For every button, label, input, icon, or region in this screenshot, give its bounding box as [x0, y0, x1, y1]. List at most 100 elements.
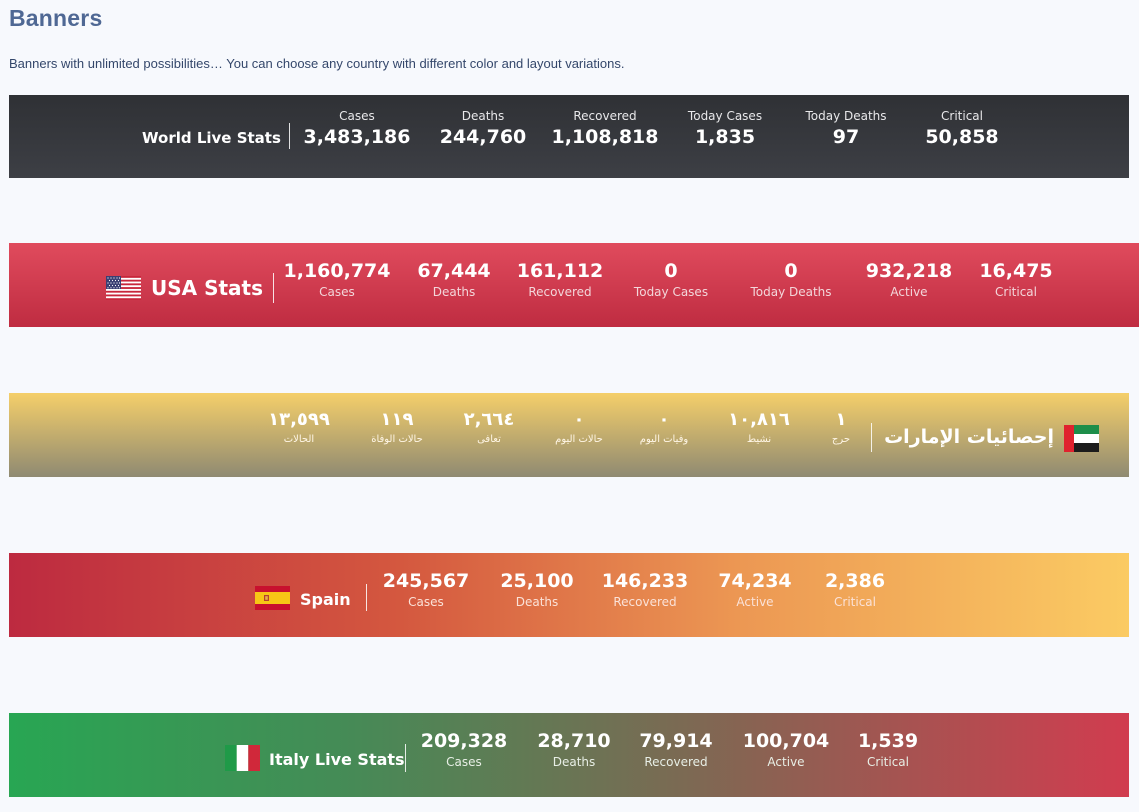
world-banner-title: World Live Stats: [142, 129, 281, 147]
stat-value: 0: [664, 260, 678, 282]
stat-label: Cases: [319, 285, 355, 299]
world-stat-recovered: Recovered 1,108,818: [552, 95, 659, 148]
stat-value: 97: [832, 126, 860, 148]
spain-stat-active: 74,234 Active: [718, 553, 791, 609]
stat-label: Today Deaths: [805, 109, 887, 123]
italy-stat-cases: 209,328 Cases: [421, 713, 508, 769]
stat-label: Today Deaths: [750, 285, 832, 299]
stat-value: 0: [784, 260, 798, 282]
stat-value: 161,112: [516, 260, 604, 282]
stat-value: 1,160,774: [283, 260, 391, 282]
world-stat-critical: Critical 50,858: [925, 95, 998, 148]
world-stat-today-cases: Today Cases 1,835: [688, 95, 762, 148]
uae-flag-icon: [1064, 425, 1099, 452]
stat-value: 25,100: [500, 570, 574, 592]
stat-value: 79,914: [639, 730, 713, 752]
stat-value: 244,760: [439, 126, 527, 148]
stat-label: حرج: [831, 434, 851, 445]
stat-label: Today Cases: [687, 109, 763, 123]
stat-value: 146,233: [601, 570, 689, 592]
stat-value: ١٣,٥٩٩: [268, 409, 330, 430]
stat-label: Cases: [446, 755, 482, 769]
stat-label: Critical: [941, 109, 983, 123]
uae-divider: [871, 423, 872, 452]
spain-stat-cases: 245,567 Cases: [383, 553, 470, 609]
stat-value: ٠: [658, 409, 670, 430]
stat-value: ١: [835, 409, 847, 430]
uae-stat-critical: ١ حرج: [832, 393, 850, 445]
stat-label: Recovered: [573, 109, 637, 123]
stat-value: 16,475: [979, 260, 1053, 282]
usa-banner-title: USA Stats: [151, 276, 264, 300]
stat-label: Active: [767, 755, 805, 769]
stat-label: Cases: [408, 595, 444, 609]
uae-stat-recovered: ٢,٦٦٤ تعافى: [464, 393, 515, 445]
stat-label: Active: [736, 595, 774, 609]
spain-stat-deaths: 25,100 Deaths: [500, 553, 573, 609]
usa-flag-icon: [106, 276, 141, 300]
usa-divider: [273, 273, 274, 303]
usa-stat-recovered: 161,112 Recovered: [517, 243, 604, 299]
spain-stat-recovered: 146,233 Recovered: [602, 553, 689, 609]
usa-stat-today-cases: 0 Today Cases: [634, 243, 708, 299]
stat-label: الحالات: [283, 434, 315, 445]
stat-label: Deaths: [515, 595, 559, 609]
world-stats-banner: World Live Stats Cases 3,483,186 Deaths …: [9, 95, 1129, 178]
world-stat-deaths: Deaths 244,760: [440, 95, 527, 148]
page-title: Banners: [9, 5, 103, 31]
stat-label: Recovered: [528, 285, 592, 299]
stat-value: 1,539: [857, 730, 919, 752]
usa-stat-today-deaths: 0 Today Deaths: [750, 243, 831, 299]
stat-value: 3,483,186: [303, 126, 411, 148]
italy-stats-banner: Italy Live Stats 209,328 Cases 28,710 De…: [9, 713, 1129, 797]
usa-stats-banner: USA Stats 1,160,774 Cases 67,444 Deaths …: [9, 243, 1139, 327]
usa-stat-cases: 1,160,774 Cases: [284, 243, 391, 299]
stat-value: 1,835: [694, 126, 756, 148]
usa-stat-deaths: 67,444 Deaths: [417, 243, 490, 299]
stat-value: 50,858: [925, 126, 999, 148]
spain-divider: [366, 584, 367, 611]
stat-label: Active: [890, 285, 928, 299]
stat-value: ١١٩: [380, 409, 414, 430]
stat-value: 209,328: [420, 730, 508, 752]
stat-value: ١٠,٨١٦: [728, 409, 790, 430]
stat-value: 245,567: [382, 570, 470, 592]
usa-stat-active: 932,218 Active: [866, 243, 953, 299]
stat-value: 67,444: [417, 260, 491, 282]
spain-stats-banner: Spain 245,567 Cases 25,100 Deaths 146,23…: [9, 553, 1129, 637]
stat-label: Recovered: [613, 595, 677, 609]
stat-value: ٢,٦٦٤: [463, 409, 515, 430]
stat-value: 74,234: [718, 570, 792, 592]
stat-label: Cases: [339, 109, 375, 123]
italy-flag-icon: [225, 745, 260, 771]
world-stat-today-deaths: Today Deaths 97: [805, 95, 886, 148]
stat-value: ٠: [573, 409, 585, 430]
spain-stat-critical: 2,386 Critical: [825, 553, 885, 609]
uae-stat-today-deaths: ٠ وفيات اليوم: [640, 393, 688, 445]
italy-banner-title: Italy Live Stats: [269, 750, 405, 769]
usa-stat-critical: 16,475 Critical: [979, 243, 1052, 299]
stat-label: Deaths: [552, 755, 596, 769]
uae-stat-active: ١٠,٨١٦ نشيط: [728, 393, 790, 445]
stat-label: وفيات اليوم: [639, 434, 689, 445]
stat-value: 2,386: [824, 570, 886, 592]
spain-banner-title: Spain: [300, 590, 351, 609]
stat-label: Critical: [995, 285, 1037, 299]
italy-stat-recovered: 79,914 Recovered: [639, 713, 712, 769]
italy-stat-active: 100,704 Active: [743, 713, 830, 769]
world-stat-cases: Cases 3,483,186: [304, 95, 411, 148]
stat-value: 932,218: [865, 260, 953, 282]
stat-value: 100,704: [742, 730, 830, 752]
stat-label: Critical: [867, 755, 909, 769]
stat-label: Deaths: [432, 285, 476, 299]
stat-label: Critical: [834, 595, 876, 609]
world-divider: [289, 123, 290, 149]
stat-label: Deaths: [461, 109, 505, 123]
stat-label: حالات اليوم: [555, 434, 603, 445]
stat-label: تعافى: [477, 434, 501, 445]
stat-label: نشيط: [746, 434, 772, 445]
italy-stat-deaths: 28,710 Deaths: [537, 713, 610, 769]
uae-stats-banner: إحصائيات الإمارات ١ حرج ١٠,٨١٦ نشيط ٠ وف…: [9, 393, 1129, 477]
uae-stat-cases: ١٣,٥٩٩ الحالات: [268, 393, 330, 445]
italy-divider: [405, 744, 406, 772]
